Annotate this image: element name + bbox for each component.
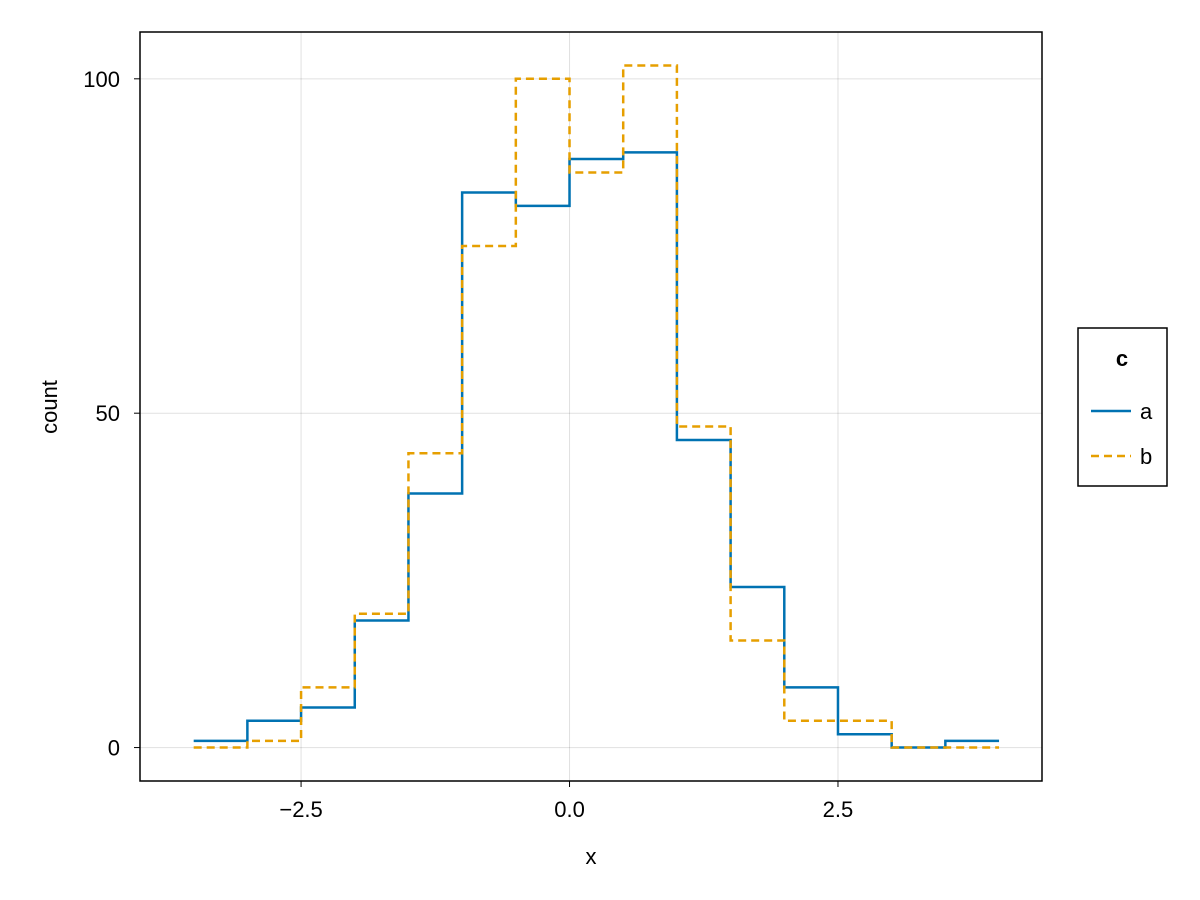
x-tick-label: 2.5 <box>823 797 854 822</box>
series-b-line <box>193 64 1000 749</box>
grid-lines <box>140 32 1042 781</box>
y-tick-label: 0 <box>108 736 120 761</box>
legend-label-a: a <box>1140 399 1153 424</box>
plot-frame <box>139 31 1043 782</box>
legend-frame <box>1077 327 1168 487</box>
y-axis-label: count <box>37 380 62 434</box>
series-layer <box>193 64 1000 749</box>
y-axis-ticks: 0 50 100 <box>83 67 140 761</box>
x-tick-label: 0.0 <box>554 797 585 822</box>
legend-title: c <box>1116 346 1128 371</box>
x-tick-label: −2.5 <box>279 797 322 822</box>
x-axis-ticks: −2.5 0.0 2.5 <box>279 781 853 822</box>
series-a-line <box>193 151 1000 749</box>
x-axis-label: x <box>586 844 597 869</box>
y-tick-label: 50 <box>96 401 120 426</box>
y-tick-label: 100 <box>83 67 120 92</box>
legend: c ab <box>1077 327 1168 487</box>
legend-label-b: b <box>1140 444 1152 469</box>
